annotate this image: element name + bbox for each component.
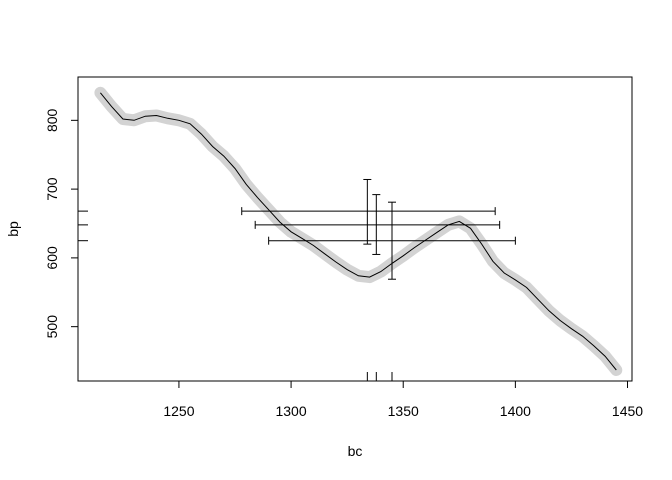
confidence-band-shape bbox=[94, 86, 623, 376]
y-tick-label: 700 bbox=[44, 177, 60, 201]
smooth-line-path bbox=[100, 92, 617, 371]
error-bar-3 bbox=[268, 201, 516, 280]
x-tick-label: 1300 bbox=[275, 403, 306, 419]
x-tick-label: 1450 bbox=[612, 403, 643, 419]
x-axis: 1250 1300 1350 1400 1450 bbox=[163, 380, 643, 419]
error-bar-1 bbox=[241, 178, 496, 245]
rug-marks bbox=[78, 210, 393, 381]
error-bars bbox=[241, 178, 516, 280]
error-bar-2 bbox=[254, 194, 501, 255]
smooth-line bbox=[100, 92, 617, 371]
y-tick-label: 600 bbox=[44, 246, 60, 270]
y-tick-label: 800 bbox=[44, 108, 60, 132]
x-tick-label: 1400 bbox=[500, 403, 531, 419]
y-axis: 500 600 700 800 bbox=[44, 108, 79, 339]
y-tick-label: 500 bbox=[44, 315, 60, 339]
x-tick-label: 1350 bbox=[388, 403, 419, 419]
confidence-band bbox=[94, 86, 623, 376]
y-axis-label: bp bbox=[5, 221, 21, 237]
x-axis-label: bc bbox=[348, 443, 363, 459]
x-tick-label: 1250 bbox=[163, 403, 194, 419]
